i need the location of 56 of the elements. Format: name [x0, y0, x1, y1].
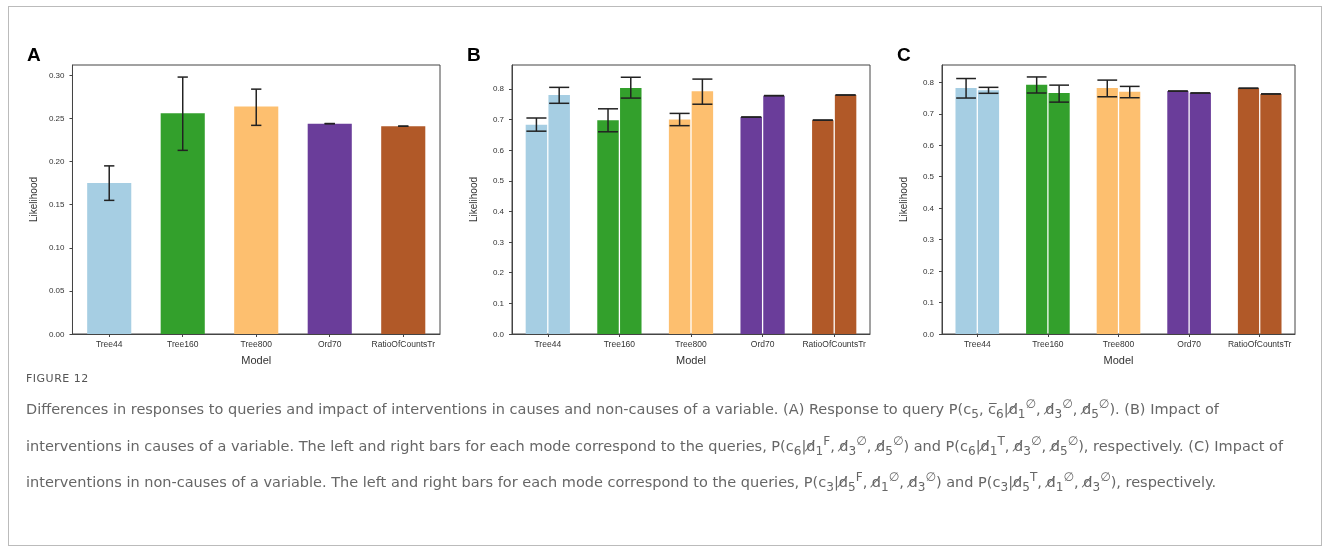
y-axis-title: Likelihood	[897, 176, 909, 223]
y-tick-label: 0.1	[492, 298, 505, 308]
x-tick-label: Tree800	[240, 338, 273, 349]
y-tick-label: 0.30	[48, 70, 66, 80]
y-tick-label: 0.8	[922, 77, 935, 87]
y-tick-label: 0.05	[48, 286, 66, 296]
y-tick-label: 0.25	[48, 113, 66, 123]
x-tick-label: Tree800	[675, 338, 707, 349]
x-tick-label: Tree160	[1032, 338, 1064, 349]
y-tick-label: 0.8	[492, 84, 505, 94]
x-tick-label: RatioOfCountsTr	[1227, 338, 1292, 349]
y-tick-label: 0.0	[492, 329, 505, 339]
y-tick-label: 0.3	[922, 235, 935, 245]
chart-title: A	[27, 44, 41, 65]
y-axis-title: Likelihood	[27, 176, 39, 223]
x-tick-label: Tree44	[534, 338, 562, 349]
x-tick-label: Ord70	[750, 338, 775, 349]
y-tick-label: 0.2	[922, 266, 935, 276]
x-tick-label: Tree160	[167, 338, 199, 349]
chart-title: B	[467, 44, 481, 65]
x-tick-label: Tree44	[963, 338, 991, 349]
y-axis-title: Likelihood	[467, 176, 479, 223]
y-tick-label: 0.4	[492, 206, 505, 216]
y-tick-label: 0.6	[492, 145, 505, 155]
bar	[234, 106, 279, 334]
x-tick-label: Ord70	[317, 338, 342, 349]
y-tick-label: 0.20	[48, 157, 66, 167]
y-tick-label: 0.3	[492, 237, 505, 247]
x-axis-title: Model	[241, 353, 272, 366]
y-tick-label: 0.6	[922, 140, 935, 150]
x-tick-label: Tree160	[603, 338, 636, 349]
x-tick-label: RatioOfCountsTr	[802, 338, 867, 349]
x-tick-label: Tree44	[95, 338, 123, 349]
x-tick-label: Ord70	[1177, 338, 1202, 349]
y-tick-label: 0.15	[48, 200, 66, 210]
y-tick-label: 0.5	[922, 172, 935, 182]
y-tick-label: 0.1	[922, 298, 935, 308]
bar	[307, 123, 352, 334]
x-tick-label: RatioOfCountsTr	[371, 338, 436, 349]
bar	[160, 113, 205, 334]
y-tick-label: 0.0	[922, 329, 935, 339]
x-axis-title: Model	[1103, 353, 1134, 366]
y-tick-label: 0.4	[922, 203, 935, 213]
text: Differences in responses to queries and impact of interventions in causes and non-causes of a variable. (A) Response to query P(c$_{5}$, c̅$_{6}$|d̸$_{1}$$^{∅}$, d̸$_{3}$$^{∅}$, d̸$_{5}$$^{∅}$). (B) Impact of interventions in causes of a variable. The left and right bars for each mode correspond to the queries, P(c$_{6}$|d̸$_{1}$$^{F}$, d̸$_{3}$$^{∅}$, d̸$_{5}$$^{∅}$) and P(c$_{6}$|d̸$_{1}$$^{T}$, d̸$_{3}$$^{∅}$, d̸$_{5}$$^{∅}$), respectively. (C) Impact of interventions in non-causes of a variable. The left and right bars for each mode correspond to the queries, P(c$_{3}$|d̸$_{5}$$^{F}$, d̸$_{1}$$^{∅}$, d̸$_{3}$$^{∅}$) and P(c$_{3}$|d̸$_{5}$$^{T}$, d̸$_{1}$$^{∅}$, d̸$_{3}$$^{∅}$), respectively.	[26, 397, 1284, 495]
y-tick-label: 0.2	[492, 268, 505, 278]
bar	[381, 126, 426, 334]
y-tick-label: 0.7	[492, 115, 505, 125]
bar	[87, 183, 132, 334]
y-tick-label: 0.5	[492, 176, 505, 186]
x-tick-label: Tree800	[1102, 338, 1135, 349]
y-tick-label: 0.7	[922, 109, 935, 119]
caption: FIGURE 12	[26, 372, 90, 385]
y-tick-label: 0.00	[48, 329, 66, 339]
chart-title: C	[897, 44, 911, 65]
x-axis-title: Model	[676, 353, 706, 366]
y-tick-label: 0.10	[48, 243, 66, 253]
